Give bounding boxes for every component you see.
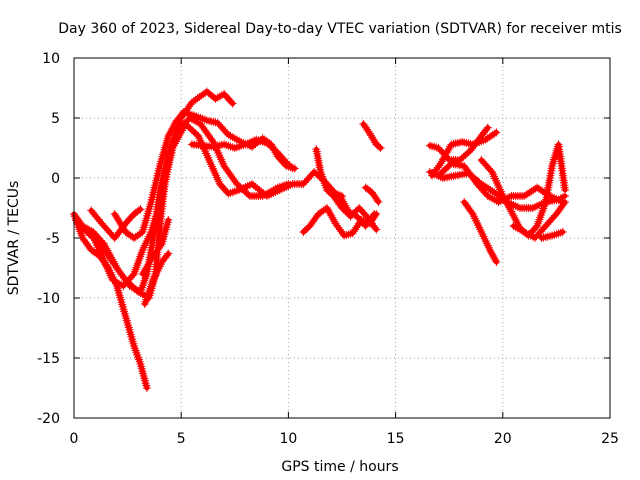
axis-ticks [73, 57, 611, 419]
series-markers [509, 198, 569, 242]
series-markers [187, 135, 297, 173]
series-markers [460, 198, 501, 266]
series-arc-w [537, 228, 567, 242]
y-tick-label: 0 [51, 171, 60, 187]
series-markers [537, 228, 567, 242]
series-markers [335, 192, 379, 230]
series-arc-q [428, 128, 501, 180]
series-arc-d [76, 120, 346, 290]
series-arc-h [140, 249, 173, 308]
x-tick-label: 25 [601, 431, 619, 447]
plot-area [70, 87, 569, 392]
series-markers [110, 116, 181, 242]
series-markers [359, 120, 385, 152]
x-tick-label: 10 [279, 431, 297, 447]
y-tick-label: -15 [37, 351, 60, 367]
y-tick-label: 5 [51, 111, 60, 127]
series-arc-f [110, 116, 181, 242]
series-arc-t [460, 198, 501, 266]
chart-title: Day 360 of 2023, Sidereal Day-to-day VTE… [58, 21, 622, 37]
x-tick-label: 5 [177, 431, 186, 447]
series-arc-m [335, 192, 379, 230]
y-tick-label: -10 [37, 291, 60, 307]
series-arc-o [359, 120, 385, 152]
x-axis-label: GPS time / hours [281, 459, 398, 475]
series-markers [361, 183, 383, 206]
series-markers [138, 216, 173, 278]
series-arc-v [509, 198, 569, 242]
y-axis-label: SDTVAR / TECUs [6, 181, 22, 296]
y-tick-label: 10 [42, 51, 60, 67]
y-tick-label: -5 [46, 231, 60, 247]
series-arc-n [361, 183, 383, 206]
x-tick-labels: 0 5 10 15 20 25 [70, 431, 619, 447]
grid [74, 58, 610, 418]
x-tick-label: 20 [494, 431, 512, 447]
series-arc-g [138, 216, 173, 278]
series-arc-j [187, 135, 297, 173]
y-tick-label: -20 [37, 411, 60, 427]
series-markers [140, 249, 173, 308]
x-tick-label: 15 [387, 431, 405, 447]
y-tick-labels: -20 -15 -10 -5 0 5 10 [37, 51, 60, 427]
series-markers [76, 120, 346, 290]
x-tick-label: 0 [70, 431, 79, 447]
